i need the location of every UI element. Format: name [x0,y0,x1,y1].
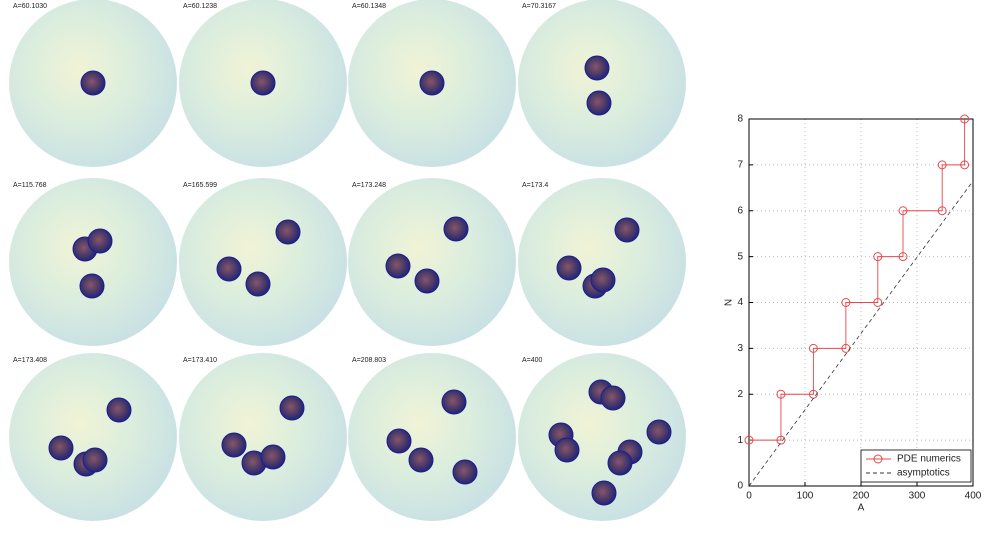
data-point [776,435,786,445]
axes-box [748,118,974,487]
y-tick-label: 8 [737,114,743,125]
y-tick-label: 5 [737,251,743,262]
panel-label: A=115.768 [13,182,47,189]
sphere [348,178,516,346]
x-tick-label: 100 [797,491,814,502]
spot [408,447,434,473]
sphere [348,353,516,521]
spot [279,395,305,421]
spot [614,217,640,243]
panel-label: A=173.4 [522,182,548,189]
x-axis-label: A [858,503,865,514]
spot [554,437,580,463]
x-tick-label: 400 [965,491,982,502]
panel-label: A=70.3167 [522,3,556,10]
spot [106,397,132,423]
y-axis-label: N [724,299,735,306]
data-point [776,389,786,399]
panel-label: A=60.1030 [13,3,47,10]
y-tick-label: 1 [737,435,743,446]
sphere [179,178,347,346]
spot [48,435,74,461]
y-tick-label: 4 [737,297,743,308]
data-point [960,114,970,124]
spot [275,219,301,245]
series-line [748,180,974,487]
spot [607,450,633,476]
series-line [749,119,966,441]
panel-label: A=165.599 [183,182,217,189]
data-point [937,160,947,170]
spot [586,90,612,116]
data-point [873,252,883,262]
spot [386,428,412,454]
spot [87,228,113,254]
x-tick-label: 0 [746,491,752,502]
spot [556,255,582,281]
x-tick-label: 200 [853,491,870,502]
sphere [518,178,686,346]
x-tick-label: 300 [909,491,926,502]
sphere [179,353,347,521]
sphere [518,353,686,521]
y-tick-label: 3 [737,343,743,354]
spot [385,253,411,279]
spot [221,432,247,458]
y-tick-label: 2 [737,389,743,400]
data-point [744,435,754,445]
spot [414,268,440,294]
data-point [873,298,883,307]
panel-label: A=173.408 [13,357,47,364]
y-tick-label: 7 [737,160,743,171]
spot [419,70,445,96]
spot [216,256,242,282]
spot [591,480,617,506]
spot [590,267,616,293]
spot [80,70,106,96]
spot [82,447,108,473]
panel-label: A=173.410 [183,357,217,364]
sphere [9,178,177,346]
sphere-panels: A=60.1030 A=60.1238 A=60.1348 A=70.3167 A=11… [9,0,686,521]
data-point [960,160,970,170]
spot [646,419,672,445]
sphere [518,0,686,167]
panel-label: A=60.1238 [183,3,217,10]
legend-label: PDE numerics [897,454,961,465]
data-point [937,206,947,216]
y-tick-label: 6 [737,205,743,216]
spot [245,271,271,297]
legend-marker [873,454,883,464]
spot [452,459,478,485]
data-point [841,298,851,307]
spot [441,389,467,415]
panel-label: A=60.1348 [352,3,386,10]
panel-label: A=173.248 [352,182,386,189]
spot [260,444,286,470]
sphere [9,353,177,521]
data-point [808,343,818,353]
panel-label: A=400 [522,357,543,364]
chart: 0 100 200 300 400 0 1 2 3 4 5 6 7 8 A N PDE numerics asym… [724,114,982,514]
spot [584,55,610,81]
spot [250,70,276,96]
spot [79,273,105,299]
data-point [898,252,908,262]
legend-label: asymptotics [897,468,950,479]
spot [600,385,626,411]
panel-label: A=208.803 [352,357,386,364]
y-tick-label: 0 [737,481,743,492]
spot [443,216,469,242]
data-point [898,206,908,216]
